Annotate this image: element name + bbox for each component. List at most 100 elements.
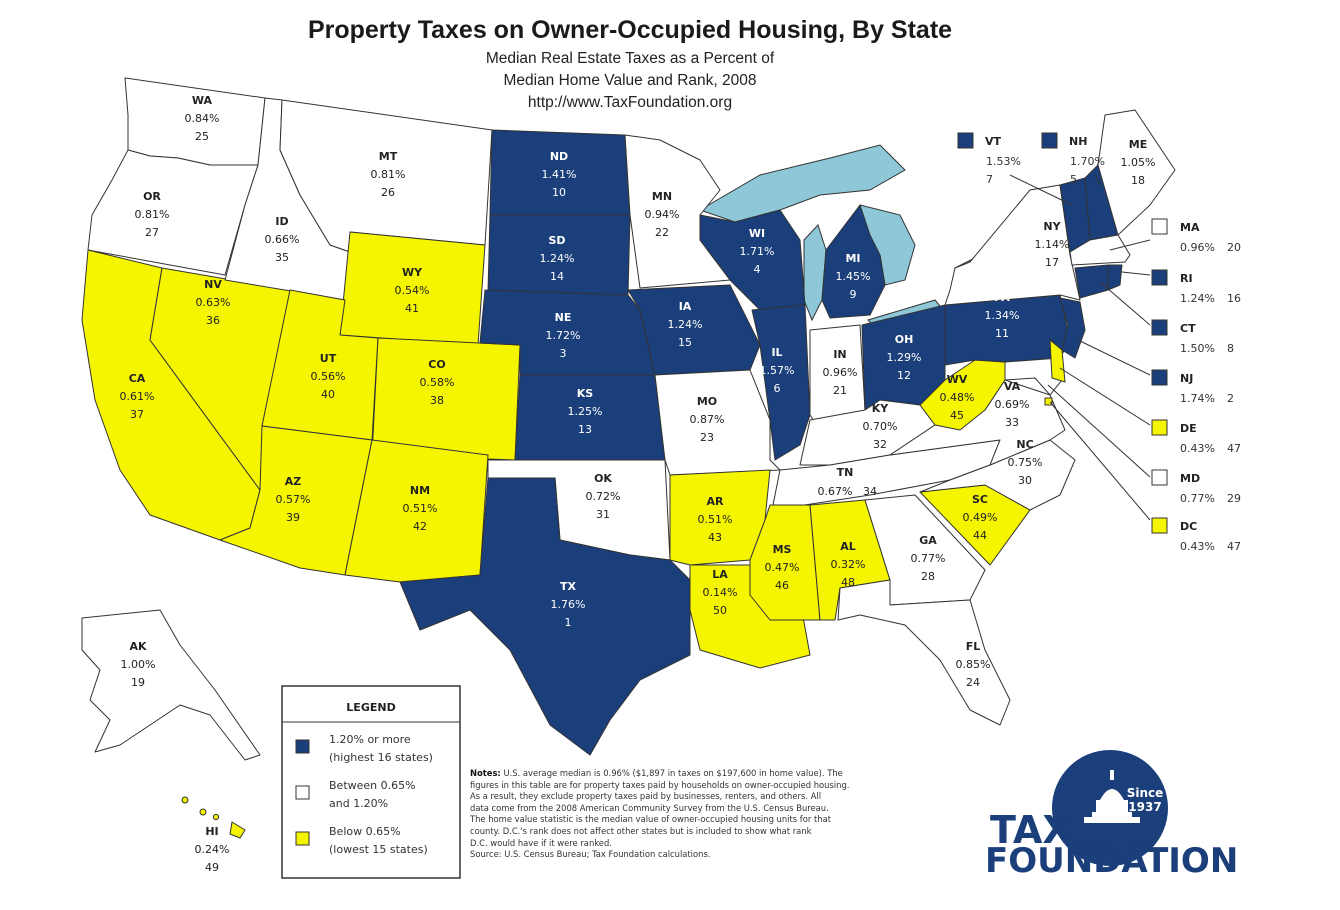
- state-shape-nj: [1059, 297, 1086, 359]
- state-rank-oh: 12: [897, 369, 911, 382]
- state-pct-ca: 0.61%: [120, 390, 155, 403]
- map-source-url: http://www.TaxFoundation.org: [527, 94, 733, 111]
- state-rank-md: 29: [1227, 492, 1241, 505]
- state-rank-al: 48: [841, 576, 855, 589]
- callout-swatch-de: [1151, 419, 1168, 436]
- lake-michigan: [803, 224, 827, 322]
- capitol-icon: [1084, 770, 1140, 823]
- state-rank-mi: 9: [850, 288, 857, 301]
- state-label-mo: MO: [697, 395, 717, 408]
- state-rank-hi: 49: [205, 861, 219, 874]
- state-pct-ky: 0.70%: [863, 420, 898, 433]
- state-pct-az: 0.57%: [276, 493, 311, 506]
- legend-high-line-2: (highest 16 states): [329, 751, 433, 764]
- map-subtitle-line-1: Median Real Estate Taxes as a Percent of: [485, 50, 775, 67]
- state-pct-va: 0.69%: [995, 398, 1030, 411]
- logo-year: 1937: [1128, 800, 1161, 814]
- leader-line-ma: [1109, 239, 1151, 251]
- state-label-ny: NY: [1043, 220, 1061, 233]
- state-pct-ut: 0.56%: [311, 370, 346, 383]
- state-label-al: AL: [840, 540, 856, 553]
- state-label-ct: CT: [1180, 322, 1196, 335]
- state-label-ma: MA: [1180, 221, 1200, 234]
- state-pct-ia: 1.24%: [668, 318, 703, 331]
- state-pct-wv: 0.48%: [940, 391, 975, 404]
- state-rank-ct: 8: [1227, 342, 1234, 355]
- state-rank-mn: 22: [655, 226, 669, 239]
- states: [81, 77, 1176, 839]
- legend-box: [281, 685, 461, 879]
- state-label-ne: NE: [555, 311, 572, 324]
- state-rank-ms: 46: [775, 579, 789, 592]
- hawaii-island-3: [212, 813, 220, 821]
- state-pct-la: 0.14%: [703, 586, 738, 599]
- state-pct-pa: 1.34%: [985, 309, 1020, 322]
- state-rank-ma: 20: [1227, 241, 1241, 254]
- state-rank-wy: 41: [405, 302, 419, 315]
- state-pct-al: 0.32%: [831, 558, 866, 571]
- state-label-az: AZ: [285, 475, 302, 488]
- state-pct-mi: 1.45%: [836, 270, 871, 283]
- state-rank-dc: 47: [1227, 540, 1241, 553]
- state-rank-fl: 24: [966, 676, 980, 689]
- state-pct-in: 0.96%: [823, 366, 858, 379]
- state-label-ok: OK: [594, 472, 612, 485]
- state-pct-oh: 1.29%: [887, 351, 922, 364]
- leader-line-dc: [1049, 401, 1151, 521]
- state-rank-ny: 17: [1045, 256, 1059, 269]
- leader-line-nh: [1094, 174, 1101, 186]
- state-shape-fl: [837, 579, 1011, 726]
- state-pct-me: 1.05%: [1121, 156, 1156, 169]
- state-label-ak: AK: [129, 640, 147, 653]
- state-pct-nc: 0.75%: [1008, 456, 1043, 469]
- state-rank-ri: 16: [1227, 292, 1241, 305]
- state-label-co: CO: [428, 358, 445, 371]
- state-pct-nv: 0.63%: [196, 296, 231, 309]
- notes-line-6: county. D.C.'s rank does not affect othe…: [470, 825, 812, 836]
- state-pct-vt: 1.53%: [986, 155, 1021, 168]
- state-shape-il: [751, 304, 811, 461]
- logo-tax: TAX: [990, 808, 1072, 852]
- state-label-il: IL: [771, 346, 782, 359]
- state-label-me: ME: [1129, 138, 1147, 151]
- callout-swatch-vt: [957, 132, 974, 149]
- state-rank-tx: 1: [565, 616, 572, 629]
- state-label-nj: NJ: [1180, 372, 1193, 385]
- state-label-tx: TX: [560, 580, 577, 593]
- callout-swatch-md: [1151, 469, 1168, 486]
- state-label-wy: WY: [402, 266, 423, 279]
- tax-foundation-logo: Since 1937 TAX FOUNDATION: [985, 750, 1238, 881]
- state-pct-ct: 1.50%: [1180, 342, 1215, 355]
- state-shape-mi: [821, 204, 886, 319]
- callout-swatch-dc: [1151, 517, 1168, 534]
- state-rank-wi: 4: [754, 263, 761, 276]
- notes-line-2: figures in this table are for property t…: [470, 779, 850, 790]
- state-pct-ma: 0.96%: [1180, 241, 1215, 254]
- state-label-ks: KS: [577, 387, 594, 400]
- state-rank-sc: 44: [973, 529, 987, 542]
- notes-line-3: As a result, they exclude property taxes…: [470, 791, 822, 802]
- callout-swatch-nh: [1041, 132, 1058, 149]
- state-pct-nj: 1.74%: [1180, 392, 1215, 405]
- state-label-ky: KY: [872, 402, 890, 415]
- notes-line-5: The home value statistic is the median v…: [470, 814, 831, 825]
- map-title: Property Taxes on Owner-Occupied Housing…: [307, 16, 953, 44]
- state-label-sc: SC: [972, 493, 988, 506]
- state-rank-ak: 19: [131, 676, 145, 689]
- state-label-ca: CA: [129, 372, 146, 385]
- leader-line-ri: [1121, 271, 1151, 276]
- state-pct-sc: 0.49%: [963, 511, 998, 524]
- state-rank-de: 47: [1227, 442, 1241, 455]
- logo-since: Since: [1127, 786, 1164, 800]
- state-rank-il: 6: [774, 382, 781, 395]
- state-label-ut: UT: [320, 352, 337, 365]
- state-label-hi: HI: [205, 825, 218, 838]
- state-shape-ak: [81, 609, 261, 761]
- state-pct-co: 0.58%: [420, 376, 455, 389]
- legend-mid-line-1: Between 0.65%: [329, 779, 416, 792]
- map-subtitle-line-2: Median Home Value and Rank, 2008: [503, 72, 757, 89]
- state-pct-ok: 0.72%: [586, 490, 621, 503]
- state-shape-mo: [654, 369, 781, 476]
- state-pct-ga: 0.77%: [911, 552, 946, 565]
